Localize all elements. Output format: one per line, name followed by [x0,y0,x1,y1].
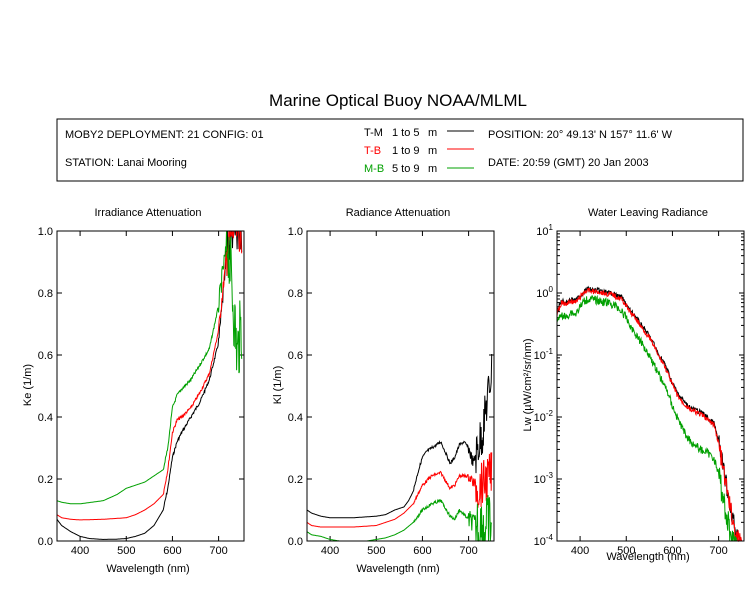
y-tick-label: 100 [536,285,553,300]
x-tick-label: 700 [709,545,727,557]
y-tick-label: 0.2 [38,474,53,486]
series-layer [306,353,493,542]
x-tick-label: 700 [209,545,227,557]
legend-range: 1 to 9 [392,145,420,157]
series-line-t-m [56,230,243,541]
legend-item-t-b: T-B 1 to 9 m [364,145,474,157]
y-tick-label: 0.0 [288,536,303,548]
position-text: POSITION: 20° 49.13' N 157° 11.6' W [488,129,673,141]
y-tick-label: 0.0 [38,536,53,548]
x-tick-label: 600 [163,545,181,557]
y-tick-label: 10-4 [534,533,554,548]
series-line-t-m [556,285,742,542]
series-layer [56,230,243,541]
figure-title: Marine Optical Buoy NOAA/MLML [269,91,527,110]
x-tick-label: 400 [571,545,589,557]
x-tick-label: 600 [663,545,681,557]
x-tick-label: 500 [117,545,135,557]
y-tick-label: 0.6 [288,350,303,362]
legend-item-t-m: T-M 1 to 5 m [364,127,474,139]
tick-layer: 400 500 600 700 10-4 10-3 10-2 10-1 100 101 [534,223,744,557]
series-line-t-b [306,452,493,528]
panel-title: Radiance Attenuation [346,207,451,219]
x-axis-label: Wavelength (nm) [106,563,189,575]
date-text: DATE: 20:59 (GMT) 20 Jan 2003 [488,157,649,169]
tick-layer: 400 500 600 700 0.0 0.2 0.4 0.6 0.8 1.0 [288,226,494,557]
series-line-m-b [56,230,243,505]
panel-radiance-attenuation: Radiance Attenuation Wavelength (nm) Kl … [272,207,495,575]
y-tick-label: 0.4 [288,412,303,424]
series-line-m-b [556,294,738,542]
x-tick-label: 400 [321,545,339,557]
legend: T-M 1 to 5 m T-B 1 to 9 m M-B 5 to 9 m [364,127,474,175]
panel-irradiance-attenuation: Irradiance Attenuation Wavelength (nm) K… [22,207,245,575]
legend-code: M-B [364,163,384,175]
y-tick-label: 10-2 [534,409,554,424]
y-tick-label: 10-1 [534,347,554,362]
legend-unit: m [428,163,437,175]
y-axis-label: Lw (µW/cm²/sr/nm) [522,338,534,431]
legend-unit: m [428,145,437,157]
x-axis-label: Wavelength (nm) [606,551,689,563]
series-layer [556,285,743,543]
y-tick-label: 1.0 [288,226,303,238]
legend-code: T-B [364,145,381,157]
x-tick-label: 500 [617,545,635,557]
x-tick-label: 400 [71,545,89,557]
legend-range: 1 to 5 [392,127,420,139]
y-tick-label: 10-3 [534,471,554,486]
plot-frame [556,230,745,542]
y-tick-label: 101 [536,223,553,238]
y-tick-label: 0.2 [288,474,303,486]
y-tick-label: 0.8 [38,288,53,300]
info-box: MOBY2 DEPLOYMENT: 21 CONFIG: 01 STATION:… [56,118,744,182]
legend-range: 5 to 9 [392,163,420,175]
panel-title: Irradiance Attenuation [94,207,201,219]
legend-code: T-M [364,127,383,139]
info-box-frame [56,118,744,182]
y-tick-label: 0.8 [288,288,303,300]
tick-layer: 400 500 600 700 0.0 0.2 0.4 0.6 0.8 1.0 [38,226,244,557]
y-axis-label: Ke (1/m) [22,364,34,406]
deployment-text: MOBY2 DEPLOYMENT: 21 CONFIG: 01 [65,129,264,141]
x-tick-label: 700 [459,545,477,557]
y-tick-label: 1.0 [38,226,53,238]
series-line-t-b [556,287,743,543]
x-tick-label: 600 [413,545,431,557]
y-tick-label: 0.6 [38,350,53,362]
y-axis-label: Kl (1/m) [272,366,284,405]
y-tick-label: 0.4 [38,412,53,424]
x-tick-label: 500 [367,545,385,557]
x-axis-label: Wavelength (nm) [356,563,439,575]
plot-frame [306,230,495,542]
legend-item-m-b: M-B 5 to 9 m [364,163,474,175]
panel-title: Water Leaving Radiance [588,207,708,219]
legend-unit: m [428,127,437,139]
station-text: STATION: Lanai Mooring [65,157,187,169]
series-line-t-m [306,353,493,519]
panel-water-leaving-radiance: Water Leaving Radiance Wavelength (nm) L… [522,207,745,563]
plot-frame [56,230,245,542]
series-line-t-b [56,230,243,521]
